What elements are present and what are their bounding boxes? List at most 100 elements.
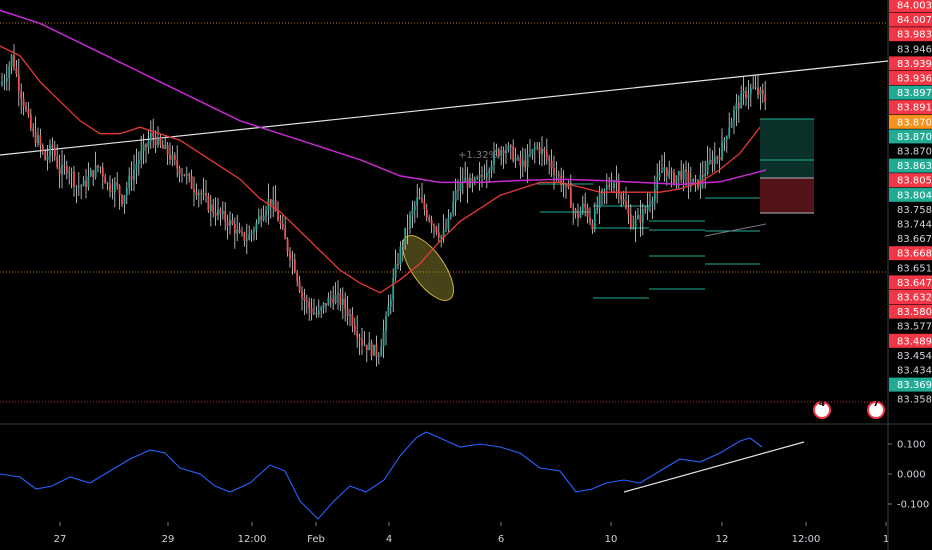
candle[interactable] (346, 295, 349, 326)
candle[interactable] (303, 288, 306, 315)
candle[interactable] (166, 141, 169, 166)
candle[interactable] (87, 162, 90, 191)
candle[interactable] (437, 223, 440, 244)
micro-trendline[interactable] (704, 223, 767, 237)
candle[interactable] (209, 194, 212, 227)
price-label[interactable]: 83.804 (889, 187, 932, 202)
price-label[interactable]: 83.667 (897, 234, 932, 245)
candle[interactable] (363, 331, 366, 347)
price-label[interactable]: 83.434 (897, 366, 932, 377)
candle[interactable] (1, 72, 3, 87)
time-label[interactable]: 6 (498, 522, 504, 545)
candle[interactable] (699, 162, 702, 199)
candle[interactable] (341, 287, 344, 319)
candle[interactable] (449, 212, 452, 220)
candle[interactable] (452, 191, 455, 217)
candle[interactable] (231, 213, 234, 226)
candle[interactable] (394, 249, 397, 282)
candle[interactable] (502, 146, 505, 169)
candle[interactable] (233, 217, 236, 249)
candle[interactable] (425, 203, 428, 222)
candle[interactable] (466, 167, 469, 204)
candle[interactable] (262, 205, 265, 222)
candle[interactable] (293, 253, 296, 274)
candle[interactable] (296, 269, 299, 287)
candle[interactable] (109, 175, 111, 198)
candle[interactable] (488, 167, 491, 183)
price-label[interactable]: 83.870 (897, 147, 932, 158)
price-label[interactable]: 83.946 (897, 44, 932, 55)
candle[interactable] (111, 178, 114, 200)
candle[interactable] (68, 166, 71, 185)
price-label[interactable]: 83.580 (889, 304, 932, 319)
candle[interactable] (385, 311, 387, 346)
candle[interactable] (721, 128, 723, 161)
candle[interactable] (58, 154, 61, 189)
candle[interactable] (41, 143, 44, 156)
candle[interactable] (682, 163, 685, 192)
candle[interactable] (418, 187, 421, 200)
candle[interactable] (634, 210, 637, 243)
candle[interactable] (593, 202, 596, 233)
candle[interactable] (289, 247, 291, 268)
candle[interactable] (565, 182, 567, 199)
candle[interactable] (745, 86, 747, 107)
candle[interactable] (505, 143, 507, 165)
candle[interactable] (759, 86, 762, 110)
candle[interactable] (476, 175, 479, 180)
candle[interactable] (245, 223, 248, 255)
candle[interactable] (291, 250, 294, 275)
candle[interactable] (596, 196, 599, 215)
candle[interactable] (77, 172, 80, 196)
price-label[interactable]: 83.891 (889, 100, 932, 115)
candle[interactable] (718, 147, 721, 174)
time-label[interactable]: 27 (54, 522, 67, 545)
price-label[interactable]: 84.007 (889, 12, 932, 27)
candle[interactable] (423, 194, 426, 216)
candle[interactable] (617, 173, 620, 204)
candle[interactable] (243, 231, 246, 247)
candle[interactable] (512, 139, 515, 163)
ma-fast-line[interactable] (0, 45, 761, 294)
candle[interactable] (334, 282, 337, 305)
candle[interactable] (625, 186, 627, 210)
stop-zone[interactable] (760, 178, 814, 213)
candle[interactable] (349, 308, 351, 327)
candle[interactable] (214, 197, 217, 226)
candle[interactable] (459, 167, 462, 203)
candle[interactable] (740, 85, 743, 109)
candle[interactable] (497, 147, 500, 159)
candle[interactable] (397, 253, 399, 270)
candle[interactable] (75, 184, 78, 204)
candle[interactable] (685, 160, 687, 186)
candle[interactable] (709, 147, 711, 165)
candle[interactable] (250, 229, 253, 243)
candle[interactable] (416, 183, 419, 218)
candle[interactable] (125, 181, 128, 205)
candle[interactable] (435, 225, 438, 236)
candle[interactable] (94, 151, 97, 180)
candle[interactable] (51, 137, 54, 162)
oscillator-trendline[interactable] (623, 441, 805, 493)
candle[interactable] (591, 219, 594, 234)
ma-slow-line[interactable] (0, 9, 767, 186)
candle[interactable] (46, 144, 49, 171)
candle[interactable] (257, 208, 260, 225)
candle[interactable] (433, 223, 435, 238)
candle[interactable] (519, 150, 522, 179)
candle[interactable] (99, 166, 102, 174)
candle[interactable] (154, 130, 157, 153)
candle[interactable] (495, 143, 498, 157)
candle[interactable] (27, 102, 30, 118)
time-label[interactable]: 12:00 (792, 522, 821, 545)
candle[interactable] (641, 203, 644, 236)
candle[interactable] (70, 167, 73, 189)
indicator-label[interactable]: 0.000 (888, 470, 926, 481)
candle[interactable] (382, 319, 385, 359)
candle[interactable] (140, 135, 143, 169)
candle[interactable] (308, 297, 311, 321)
candle[interactable] (356, 315, 359, 348)
candle[interactable] (675, 175, 678, 189)
candle[interactable] (555, 161, 558, 182)
candle[interactable] (269, 198, 272, 219)
